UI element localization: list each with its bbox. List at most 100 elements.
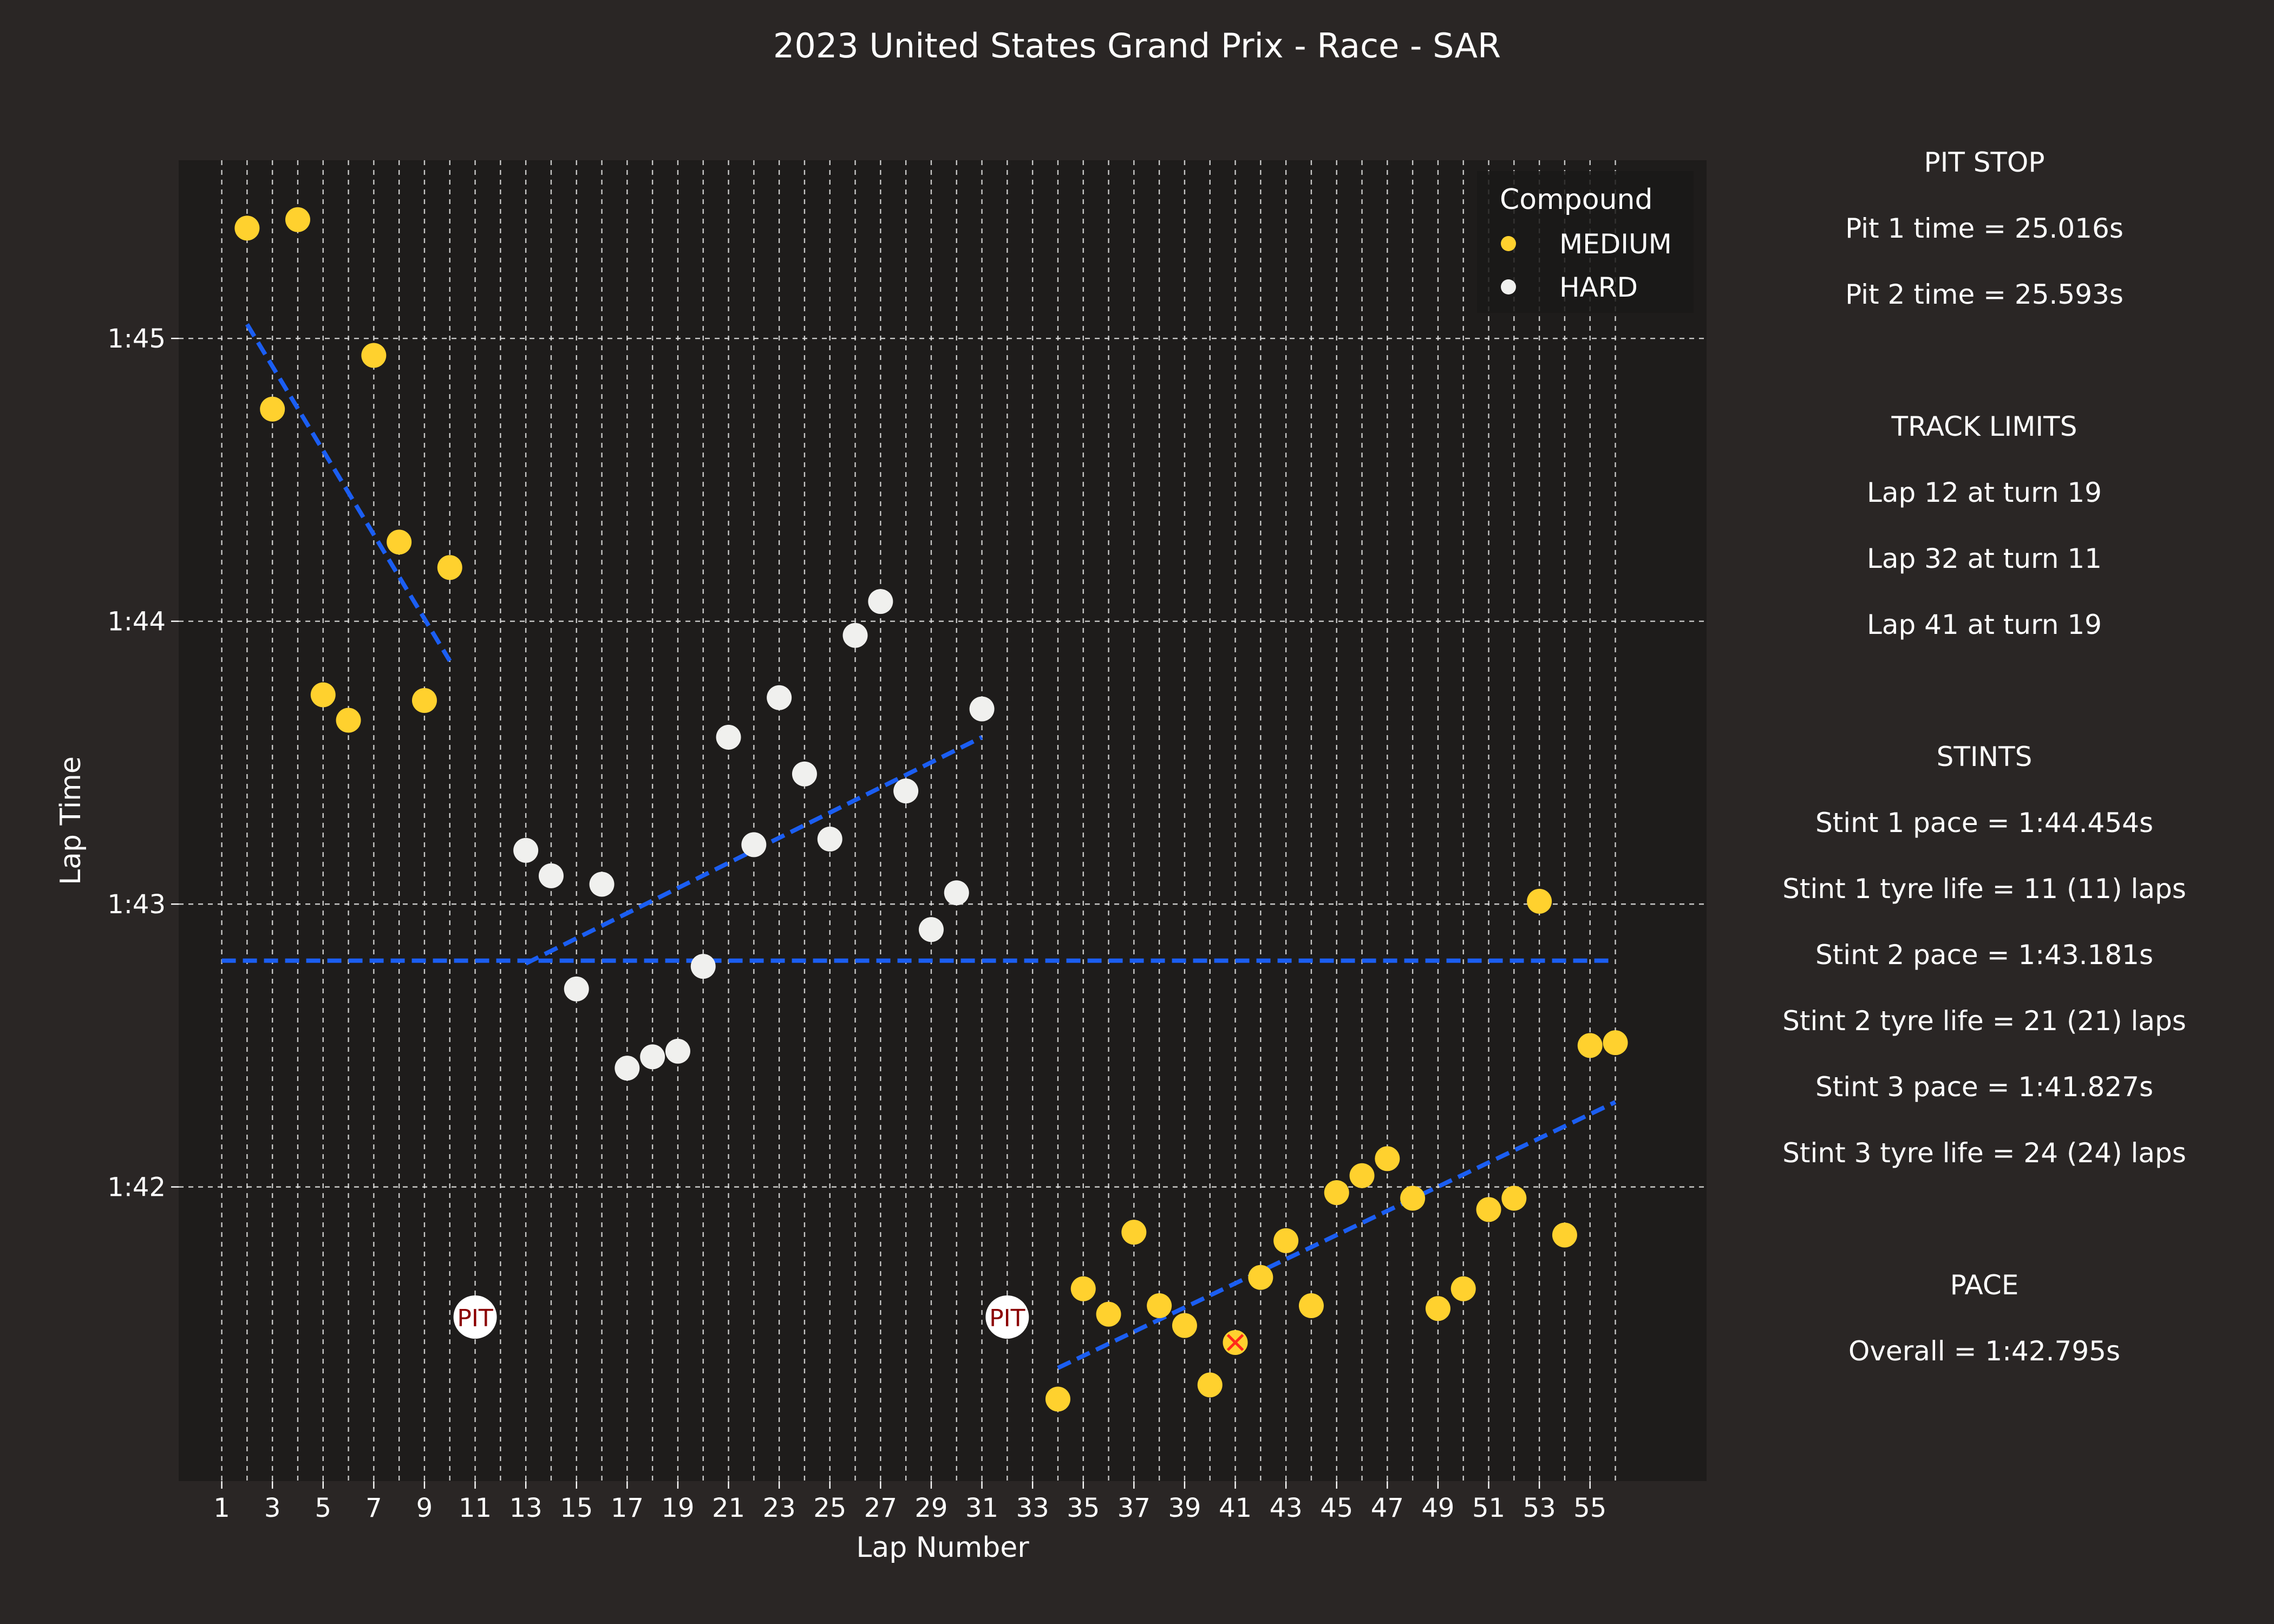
pit-stop-heading: PIT STOP [1924, 147, 2045, 178]
legend-marker [1501, 236, 1516, 251]
data-points [234, 207, 1628, 1412]
stint-1-pace: Stint 1 pace = 1:44.454s [1815, 807, 2154, 839]
x-tick-label: 17 [611, 1493, 644, 1523]
y-axis-label: Lap Time [55, 756, 87, 885]
lap-time-chart: 1 3 5 7 9 11 13 15 17 19 21 23 25 27 29 31 33 35 37 39 41 43 4… [55, 26, 1707, 1564]
pit-1-time: Pit 1 time = 25.016s [1845, 213, 2123, 244]
hard-lap-point [792, 761, 817, 787]
x-tick-label: 49 [1421, 1493, 1454, 1523]
medium-lap-point [1273, 1228, 1299, 1253]
y-tick-label: 1:45 [107, 324, 166, 354]
medium-lap-point [1070, 1276, 1096, 1301]
hard-lap-point [817, 826, 842, 852]
medium-lap-point [1425, 1296, 1450, 1321]
track-limit-1: Lap 12 at turn 19 [1867, 477, 2102, 508]
trend-line [1057, 1100, 1617, 1370]
hard-lap-point [716, 724, 741, 750]
y-tick-label: 1:43 [107, 889, 166, 920]
medium-lap-point [1121, 1220, 1147, 1245]
medium-lap-point [1375, 1146, 1400, 1171]
hard-lap-point [615, 1056, 640, 1081]
x-tick-label: 35 [1067, 1493, 1100, 1523]
x-tick-label: 7 [365, 1493, 382, 1523]
medium-lap-point [1197, 1372, 1223, 1398]
hard-lap-point [564, 976, 589, 1001]
x-tick-label: 9 [416, 1493, 433, 1523]
hard-lap-point [690, 954, 716, 979]
hard-lap-point [918, 917, 944, 942]
medium-lap-point [361, 343, 387, 368]
medium-lap-point [234, 215, 260, 241]
legend-entry: HARD [1559, 272, 1638, 303]
x-tick-label: 47 [1371, 1493, 1404, 1523]
stints-heading: STINTS [1936, 741, 2033, 772]
hard-lap-point [969, 696, 995, 722]
y-tick-label: 1:44 [107, 607, 166, 637]
grid [179, 160, 1707, 1481]
medium-lap-point [336, 708, 361, 733]
x-tick-label: 11 [459, 1493, 492, 1523]
medium-lap-point [1501, 1186, 1527, 1211]
hard-lap-point [868, 589, 893, 614]
stint-2-tyre-life: Stint 2 tyre life = 21 (21) laps [1782, 1005, 2186, 1037]
trend-line [245, 323, 452, 662]
x-tick-label: 33 [1016, 1493, 1049, 1523]
medium-lap-point [1248, 1265, 1273, 1290]
pit-marker [985, 1295, 1029, 1339]
medium-lap-point [1577, 1033, 1603, 1058]
medium-lap-point [387, 529, 412, 555]
x-axis-label: Lap Number [856, 1531, 1029, 1564]
medium-lap-point [1298, 1293, 1324, 1319]
pit-marker-label: PIT [457, 1305, 493, 1332]
medium-lap-point [1527, 888, 1552, 914]
x-tick-label: 25 [813, 1493, 846, 1523]
pit-2-time: Pit 2 time = 25.593s [1845, 279, 2123, 310]
medium-lap-point [1400, 1186, 1426, 1211]
track-limit-3: Lap 41 at turn 19 [1867, 609, 2102, 640]
x-tick-label: 13 [509, 1493, 543, 1523]
legend-entry: MEDIUM [1559, 228, 1672, 260]
track-limits-heading: TRACK LIMITS [1891, 411, 2077, 442]
x-tick-label: 41 [1219, 1493, 1252, 1523]
axis-ticks: 1 3 5 7 9 11 13 15 17 19 21 23 25 27 29 31 33 35 37 39 41 43 4… [107, 324, 1606, 1523]
pit-markers: PIT PIT [453, 1295, 1244, 1351]
hard-lap-point [640, 1044, 665, 1070]
track-limit-2: Lap 32 at turn 11 [1867, 543, 2102, 574]
x-tick-label: 1 [213, 1493, 230, 1523]
medium-lap-point [1349, 1163, 1375, 1188]
x-tick-label: 5 [315, 1493, 331, 1523]
medium-lap-point [1172, 1313, 1197, 1338]
x-tick-label: 51 [1472, 1493, 1505, 1523]
hard-lap-point [893, 778, 919, 804]
medium-lap-point [1476, 1197, 1501, 1222]
stint-1-tyre-life: Stint 1 tyre life = 11 (11) laps [1782, 873, 2186, 905]
x-tick-label: 39 [1168, 1493, 1201, 1523]
x-tick-label: 21 [712, 1493, 745, 1523]
chart-title: 2023 United States Grand Prix - Race - S… [773, 26, 1501, 66]
x-tick-label: 45 [1320, 1493, 1353, 1523]
x-tick-label: 27 [864, 1493, 897, 1523]
medium-lap-point [1552, 1222, 1577, 1248]
x-tick-label: 31 [965, 1493, 998, 1523]
y-tick-label: 1:42 [107, 1173, 166, 1203]
medium-lap-point [1603, 1030, 1628, 1056]
x-tick-label: 43 [1270, 1493, 1303, 1523]
pace-heading: PACE [1950, 1269, 2019, 1301]
x-tick-label: 3 [264, 1493, 281, 1523]
medium-lap-point [1147, 1293, 1172, 1319]
x-tick-label: 53 [1523, 1493, 1556, 1523]
medium-lap-point [1096, 1301, 1121, 1327]
hard-lap-point [741, 832, 767, 857]
hard-lap-point [538, 863, 564, 888]
stint-3-pace: Stint 3 pace = 1:41.827s [1815, 1071, 2154, 1103]
medium-lap-point [411, 687, 437, 713]
medium-lap-point [437, 555, 462, 580]
medium-lap-point [260, 396, 285, 422]
hard-lap-point [944, 880, 969, 906]
medium-lap-point [285, 207, 310, 232]
info-panel: PIT STOP Pit 1 time = 25.016s Pit 2 time… [1770, 0, 2198, 1624]
legend-marker [1501, 279, 1516, 294]
plot-area [179, 160, 1707, 1481]
hard-lap-point [665, 1038, 690, 1064]
x-tick-label: 15 [560, 1493, 593, 1523]
